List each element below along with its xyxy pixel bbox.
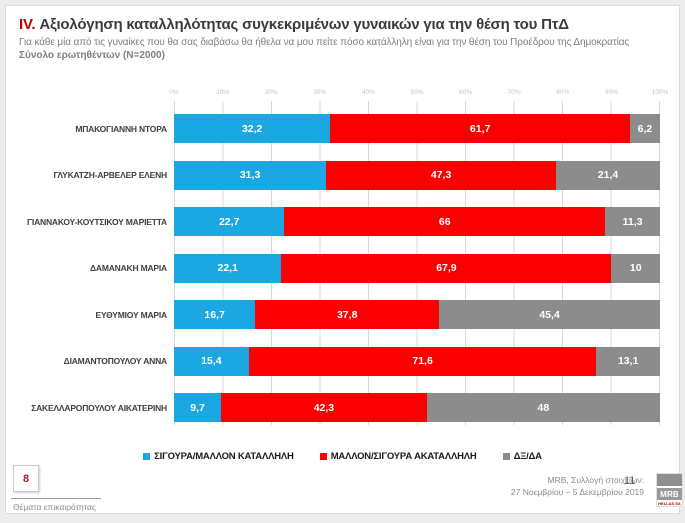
segment-value-label: 9,7 bbox=[190, 401, 205, 414]
bar-segment-dk: 6,2 bbox=[629, 114, 660, 143]
bar-segment-unsuitable: 47,3 bbox=[326, 160, 556, 190]
segment-value-label: 6,2 bbox=[637, 122, 653, 135]
x-axis-tick-label: 60% bbox=[459, 89, 473, 96]
mrb-logo-block bbox=[657, 474, 682, 488]
source-line-1: MRB, Συλλογή στοιχείων: bbox=[547, 475, 644, 485]
segment-value-label: 45,4 bbox=[539, 308, 560, 321]
category-label: ΓΛΥΚΑΤΖΗ-ΑΡΒΕΛΕΡ ΕΛΕΝΗ bbox=[53, 170, 167, 180]
section-page-box: 8 bbox=[13, 465, 39, 492]
mrb-logo-subtext: HELLAS SA bbox=[658, 500, 681, 506]
bar-segment-dk: 45,4 bbox=[439, 300, 660, 329]
bar-row: ΔΙΑΜΑΝΤΟΠΟΥΛΟΥ ΑΝΝΑ 15,4 71,6 13,1 bbox=[64, 346, 660, 376]
bar-segment-dk: 11,3 bbox=[605, 207, 661, 236]
bar-row: ΔΑΜΑΝΑΚΗ ΜΑΡΙΑ 22,1 67,9 10 bbox=[90, 253, 660, 283]
slide: IV. Αξιολόγηση καταλληλότητας συγκεκριμέ… bbox=[5, 5, 683, 514]
segment-value-label: 66 bbox=[438, 215, 451, 228]
bar-segment-suitable: 16,7 bbox=[174, 300, 256, 329]
bar-segment-dk: 10 bbox=[611, 253, 660, 283]
bar-segment-suitable: 9,7 bbox=[174, 393, 222, 422]
stacked-bar-chart: 0% 10% 20% 30% 40% 50% 60% 70% 80% 90% 100% ΜΠΑΚΟΓ… bbox=[27, 89, 668, 429]
legend-item-dk: ΔΞ/ΔΑ bbox=[502, 451, 542, 462]
segment-value-label: 13,1 bbox=[617, 355, 639, 367]
legend-swatch-red bbox=[319, 453, 327, 460]
segment-value-label: 61,7 bbox=[469, 122, 491, 135]
chart-legend: ΣΙΓΟΥΡΑ/ΜΑΛΛΟΝ ΚΑΤΑΛΛΗΛΗ ΜΑΛΛΟΝ/ΣΙΓΟΥΡΑ … bbox=[6, 451, 679, 462]
segment-value-label: 11,3 bbox=[622, 215, 643, 228]
legend-swatch-gray bbox=[502, 453, 510, 460]
legend-item-unsuitable: ΜΑΛΛΟΝ/ΣΙΓΟΥΡΑ ΑΚΑΤΑΛΛΗΛΗ bbox=[319, 451, 477, 462]
category-label: ΔΑΜΑΝΑΚΗ ΜΑΡΙΑ bbox=[90, 263, 167, 273]
mrb-logo: MRB HELLAS SA bbox=[656, 473, 683, 507]
bar-segment-unsuitable: 71,6 bbox=[248, 346, 597, 376]
section-label: Θέματα επικαιρότητας bbox=[13, 502, 96, 512]
category-label: ΣΑΚΕΛΛΑΡΟΠΟΥΛΟΥ ΑΙΚΑΤΕΡΙΝΗ bbox=[31, 402, 167, 413]
x-axis-tick-label: 30% bbox=[313, 89, 327, 96]
bar-segment-suitable: 32,2 bbox=[174, 114, 331, 143]
bar-segment-unsuitable: 67,9 bbox=[281, 253, 612, 283]
bar-segment-unsuitable: 37,8 bbox=[255, 300, 440, 329]
legend-label-unsuitable: ΜΑΛΛΟΝ/ΣΙΓΟΥΡΑ ΑΚΑΤΑΛΛΗΛΗ bbox=[330, 451, 477, 462]
page-number: 11 bbox=[624, 475, 636, 487]
mrb-logo-text: MRB bbox=[657, 488, 682, 500]
x-axis-tick-label: 100% bbox=[651, 89, 669, 96]
x-axis-tick-label: 10% bbox=[216, 89, 230, 96]
category-label: ΜΠΑΚΟΓΙΑΝΝΗ ΝΤΟΡΑ bbox=[75, 123, 167, 134]
bar-segment-suitable: 31,3 bbox=[174, 160, 327, 190]
subtitle: Για κάθε μία από τις γυναίκες που θα σας… bbox=[19, 37, 630, 48]
segment-value-label: 42,3 bbox=[313, 401, 335, 414]
title-text: Αξιολόγηση καταλληλότητας συγκεκριμένων … bbox=[39, 16, 569, 33]
legend-label-dk: ΔΞ/ΔΑ bbox=[513, 451, 542, 462]
title-roman-numeral: IV. bbox=[19, 16, 36, 33]
x-axis-tick-label: 50% bbox=[410, 89, 424, 96]
x-axis-tick-label: 0% bbox=[169, 89, 179, 96]
x-axis-tick-label: 80% bbox=[556, 89, 570, 96]
segment-value-label: 16,7 bbox=[204, 308, 225, 321]
segment-value-label: 21,4 bbox=[597, 169, 619, 181]
segment-value-label: 48 bbox=[537, 401, 550, 414]
category-label: ΔΙΑΜΑΝΤΟΠΟΥΛΟΥ ΑΝΝΑ bbox=[63, 356, 168, 366]
x-axis-tick-label: 70% bbox=[507, 89, 521, 96]
bar-segment-dk: 13,1 bbox=[596, 346, 660, 376]
bar-row: ΜΠΑΚΟΓΙΑΝΝΗ ΝΤΟΡΑ 32,2 61,7 6,2 bbox=[75, 114, 660, 143]
bar-segment-suitable: 22,7 bbox=[174, 207, 285, 236]
bar-segment-dk: 48 bbox=[426, 393, 660, 422]
segment-value-label: 15,4 bbox=[201, 355, 222, 367]
legend-item-suitable: ΣΙΓΟΥΡΑ/ΜΑΛΛΟΝ ΚΑΤΑΛΛΗΛΗ bbox=[143, 451, 294, 462]
segment-value-label: 71,6 bbox=[412, 355, 433, 367]
bar-row: ΓΙΑΝΝΑΚΟΥ-ΚΟΥΤΣΙΚΟΥ ΜΑΡΙΕΤΤΑ 22,7 66 11,3 bbox=[27, 207, 661, 236]
segment-value-label: 10 bbox=[629, 262, 642, 274]
bar-segment-unsuitable: 61,7 bbox=[330, 114, 630, 143]
legend-swatch-blue bbox=[143, 453, 151, 460]
legend-label-suitable: ΣΙΓΟΥΡΑ/ΜΑΛΛΟΝ ΚΑΤΑΛΛΗΛΗ bbox=[154, 451, 294, 462]
source-line-2: 27 Νοεμβρίου – 5 Δεκεμβρίου 2019 bbox=[510, 487, 644, 497]
bar-segment-unsuitable: 66 bbox=[284, 207, 606, 236]
segment-value-label: 67,9 bbox=[436, 262, 457, 274]
bar-segment-suitable: 22,1 bbox=[174, 253, 282, 283]
segment-value-label: 31,3 bbox=[239, 169, 261, 181]
bar-row: ΓΛΥΚΑΤΖΗ-ΑΡΒΕΛΕΡ ΕΛΕΝΗ 31,3 47,3 21,4 bbox=[53, 160, 660, 190]
source-note: MRB, Συλλογή στοιχείων: 27 Νοεμβρίου – 5… bbox=[511, 474, 644, 498]
segment-value-label: 22,1 bbox=[217, 262, 238, 274]
category-label: ΕΥΘΥΜΙΟΥ ΜΑΡΙΑ bbox=[95, 309, 168, 320]
segment-value-label: 32,2 bbox=[241, 122, 263, 135]
x-axis-tick-label: 90% bbox=[604, 89, 618, 96]
segment-value-label: 22,7 bbox=[218, 215, 240, 228]
bar-segment-unsuitable: 42,3 bbox=[221, 393, 427, 422]
bar-row: ΣΑΚΕΛΛΑΡΟΠΟΥΛΟΥ ΑΙΚΑΤΕΡΙΝΗ 9,7 42,3 48 bbox=[31, 393, 660, 422]
page-title: IV. Αξιολόγηση καταλληλότητας συγκεκριμέ… bbox=[19, 16, 569, 33]
sample-base: Σύνολο ερωτηθέντων (N=2000) bbox=[19, 50, 165, 61]
bar-row: ΕΥΘΥΜΙΟΥ ΜΑΡΙΑ 16,7 37,8 45,4 bbox=[96, 300, 660, 329]
segment-value-label: 37,8 bbox=[336, 308, 358, 321]
bar-segment-dk: 21,4 bbox=[556, 160, 660, 190]
footer-divider bbox=[11, 498, 101, 499]
segment-value-label: 47,3 bbox=[430, 169, 452, 181]
x-axis-tick-label: 40% bbox=[361, 89, 375, 96]
x-axis-tick-label: 20% bbox=[264, 89, 278, 96]
bar-segment-suitable: 15,4 bbox=[174, 346, 249, 376]
category-label: ΓΙΑΝΝΑΚΟΥ-ΚΟΥΤΣΙΚΟΥ ΜΑΡΙΕΤΤΑ bbox=[27, 216, 167, 227]
